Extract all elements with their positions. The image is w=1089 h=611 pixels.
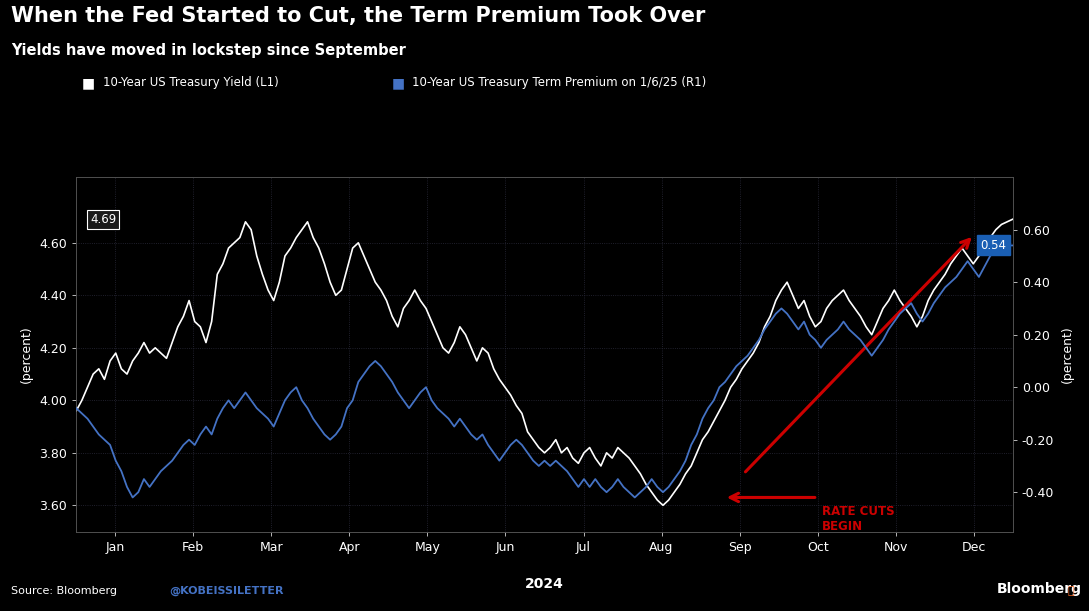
Text: When the Fed Started to Cut, the Term Premium Took Over: When the Fed Started to Cut, the Term Pr…	[11, 6, 706, 26]
Text: 0.54: 0.54	[980, 239, 1006, 252]
Y-axis label: (percent): (percent)	[1061, 326, 1074, 383]
Text: 4.69: 4.69	[90, 213, 117, 225]
Text: ■: ■	[392, 76, 405, 90]
Text: Source: Bloomberg: Source: Bloomberg	[11, 586, 117, 596]
Text: 2024: 2024	[525, 577, 564, 591]
Text: ⬛: ⬛	[1067, 586, 1074, 596]
Text: 10-Year US Treasury Term Premium on 1/6/25 (R1): 10-Year US Treasury Term Premium on 1/6/…	[412, 76, 706, 89]
Text: @KOBEISSILETTER: @KOBEISSILETTER	[169, 585, 283, 596]
Y-axis label: (percent): (percent)	[20, 326, 33, 383]
Text: Yields have moved in lockstep since September: Yields have moved in lockstep since Sept…	[11, 43, 406, 58]
Text: 10-Year US Treasury Yield (L1): 10-Year US Treasury Yield (L1)	[103, 76, 279, 89]
Text: ■: ■	[82, 76, 95, 90]
Text: Bloomberg: Bloomberg	[996, 582, 1081, 596]
Text: RATE CUTS
BEGIN: RATE CUTS BEGIN	[821, 505, 894, 533]
